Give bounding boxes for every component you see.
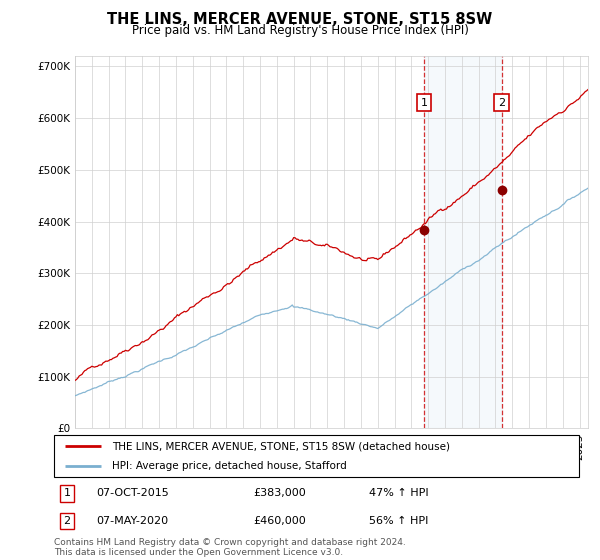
Text: THE LINS, MERCER AVENUE, STONE, ST15 8SW (detached house): THE LINS, MERCER AVENUE, STONE, ST15 8SW… — [112, 441, 450, 451]
Text: 56% ↑ HPI: 56% ↑ HPI — [369, 516, 428, 526]
Text: Price paid vs. HM Land Registry's House Price Index (HPI): Price paid vs. HM Land Registry's House … — [131, 24, 469, 36]
Text: 47% ↑ HPI: 47% ↑ HPI — [369, 488, 428, 498]
Text: HPI: Average price, detached house, Stafford: HPI: Average price, detached house, Staf… — [112, 461, 347, 471]
Text: 07-MAY-2020: 07-MAY-2020 — [96, 516, 168, 526]
Bar — [424, 56, 502, 428]
Text: THE LINS, MERCER AVENUE, STONE, ST15 8SW: THE LINS, MERCER AVENUE, STONE, ST15 8SW — [107, 12, 493, 27]
Text: £383,000: £383,000 — [254, 488, 306, 498]
Text: £460,000: £460,000 — [254, 516, 306, 526]
Text: Contains HM Land Registry data © Crown copyright and database right 2024.
This d: Contains HM Land Registry data © Crown c… — [54, 538, 406, 557]
FancyBboxPatch shape — [54, 435, 579, 477]
Text: 2: 2 — [64, 516, 71, 526]
Text: 2: 2 — [498, 97, 505, 108]
Text: 1: 1 — [421, 97, 428, 108]
Text: 07-OCT-2015: 07-OCT-2015 — [96, 488, 169, 498]
Text: 1: 1 — [64, 488, 71, 498]
